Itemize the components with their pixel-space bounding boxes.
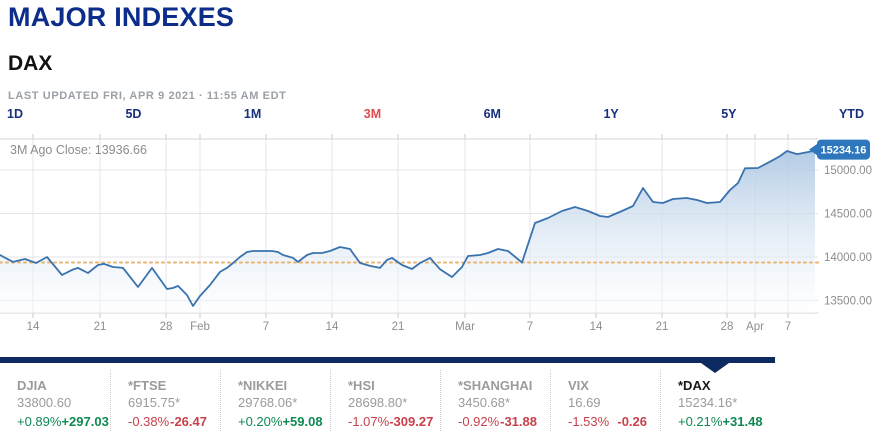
- last-updated-text: LAST UPDATED FRI, APR 9 2021 · 11:55 AM …: [8, 90, 287, 102]
- y-axis-label: 14000.00: [824, 252, 872, 264]
- ticker-value: 28698.80*: [348, 395, 408, 410]
- x-axis-label: 14: [590, 321, 603, 333]
- ticker-name: *NIKKEI: [238, 378, 288, 393]
- x-axis-label: 7: [527, 321, 533, 333]
- ticker-name: DJIA: [17, 378, 47, 393]
- ticker-percent-change: -0.38%: [128, 414, 170, 429]
- ticker-point-change: +59.08: [282, 414, 323, 429]
- ticker-percent-change: -1.07%: [348, 414, 390, 429]
- x-axis-label: 21: [94, 321, 107, 333]
- ticker-change-row: -1.53% -0.26: [568, 414, 647, 429]
- ref-close-annotation: 3M Ago Close: 13936.66: [10, 143, 147, 157]
- ticker-name: VIX: [568, 378, 589, 393]
- ticker-vix[interactable]: VIX 16.69 -1.53% -0.26: [550, 370, 660, 431]
- ticker-percent-change: +0.20%: [238, 414, 283, 429]
- last-price-badge-pointer: [809, 142, 819, 157]
- ticker-change-row: -1.07% -309.27: [348, 414, 433, 429]
- ticker-value: 33800.60: [17, 395, 72, 410]
- range-tab-5d[interactable]: 5D: [125, 107, 142, 121]
- range-tab-ytd[interactable]: YTD: [838, 107, 864, 121]
- range-tab-5y[interactable]: 5Y: [721, 107, 737, 121]
- x-axis-label: 7: [785, 321, 791, 333]
- x-axis-label: 14: [326, 321, 339, 333]
- range-tab-3m[interactable]: 3M: [363, 107, 382, 121]
- selected-ticker-arrow-icon: [701, 363, 729, 373]
- ticker-nikkei[interactable]: *NIKKEI 29768.06* +0.20% +59.08: [220, 370, 330, 431]
- ticker-point-change: +297.03: [61, 414, 109, 429]
- ticker-percent-change: +0.89%: [17, 414, 62, 429]
- x-axis-label: Feb: [190, 321, 210, 333]
- ticker-name: *FTSE: [128, 378, 167, 393]
- ticker-name: *SHANGHAI: [458, 378, 533, 393]
- x-axis-label: 21: [392, 321, 405, 333]
- ticker-dax[interactable]: *DAX 15234.16* +0.21% +31.48: [660, 370, 770, 431]
- ticker-change-row: -0.92% -31.88: [458, 414, 537, 429]
- ticker-percent-change: +0.21%: [678, 414, 723, 429]
- price-area-fill: [0, 149, 815, 313]
- price-line: [0, 148, 816, 307]
- ticker-percent-change: -1.53%: [568, 414, 610, 429]
- ticker-shanghai[interactable]: *SHANGHAI 3450.68* -0.92% -31.88: [440, 370, 550, 431]
- ticker-point-change: -309.27: [389, 414, 434, 429]
- y-axis-label: 15000.00: [824, 165, 872, 177]
- ticker-change-row: +0.20% +59.08: [238, 414, 323, 429]
- x-axis-label: 28: [160, 321, 173, 333]
- ticker-djia[interactable]: DJIA 33800.60 +0.89% +297.03: [0, 370, 110, 431]
- ticker-point-change: -0.26: [617, 414, 647, 429]
- ticker-change-row: +0.89% +297.03: [17, 414, 109, 429]
- ticker-percent-change: -0.92%: [458, 414, 500, 429]
- ticker-ftse[interactable]: *FTSE 6915.75* -0.38% -26.47: [110, 370, 220, 431]
- range-tab-1y[interactable]: 1Y: [603, 107, 619, 121]
- price-chart-svg: 15000.00 14500.00 14000.00 13500.00 3M Ago C…: [0, 134, 872, 333]
- ticker-value: 6915.75*: [128, 395, 181, 410]
- price-chart[interactable]: 15000.00 14500.00 14000.00 13500.00 3M Ago C…: [0, 130, 873, 335]
- ticker-value: 15234.16*: [678, 395, 738, 410]
- range-tab-1d[interactable]: 1D: [7, 107, 23, 121]
- ticker-value: 3450.68*: [458, 395, 511, 410]
- y-axis-label: 13500.00: [824, 295, 872, 307]
- ticker-indicator-bar: [0, 357, 775, 363]
- ticker-point-change: +31.48: [722, 414, 763, 429]
- x-axis-label: 14: [27, 321, 40, 333]
- range-tab-6m[interactable]: 6M: [483, 107, 501, 121]
- ticker-hsi[interactable]: *HSI 28698.80* -1.07% -309.27: [330, 370, 440, 431]
- ticker-value: 16.69: [568, 395, 601, 410]
- page-title: MAJOR INDEXES: [8, 2, 235, 32]
- x-axis-label: Apr: [746, 321, 764, 333]
- ticker-name: *HSI: [348, 378, 375, 393]
- symbol-title: DAX: [8, 52, 53, 75]
- x-axis-label: 21: [656, 321, 669, 333]
- y-axis-label: 14500.00: [824, 208, 872, 220]
- range-tabs: 1D 5D 1M 3M 6M 1Y 5Y YTD: [0, 105, 873, 123]
- x-axis-label: Mar: [455, 321, 475, 333]
- range-tab-1m[interactable]: 1M: [243, 107, 262, 121]
- ticker-value: 29768.06*: [238, 395, 298, 410]
- last-price-badge-label: 15234.16: [821, 145, 867, 157]
- x-axis-label: 28: [721, 321, 734, 333]
- ticker-point-change: -31.88: [500, 414, 537, 429]
- x-axis-label: 7: [263, 321, 269, 333]
- ticker-name: *DAX: [678, 378, 711, 393]
- ticker-change-row: +0.21% +31.48: [678, 414, 763, 429]
- last-price-badge: [817, 139, 870, 160]
- ticker-strip: DJIA 33800.60 +0.89% +297.03 *FTSE 6915.75* -0…: [0, 370, 873, 431]
- ticker-point-change: -26.47: [170, 414, 207, 429]
- ticker-change-row: -0.38% -26.47: [128, 414, 207, 429]
